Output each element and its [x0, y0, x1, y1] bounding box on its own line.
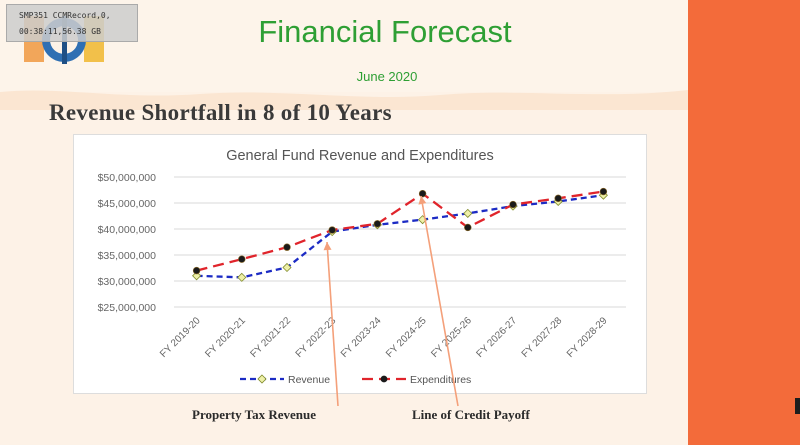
x-tick-label: FY 2028-29: [565, 315, 610, 360]
right-edge-marker: [795, 398, 800, 414]
legend-marker-expenditures: [380, 375, 388, 383]
data-point-revenue: [463, 208, 473, 218]
data-point-expenditures: [464, 223, 472, 232]
chart-gridlines: [174, 176, 626, 308]
property-tax-callout: Property Tax Revenue: [192, 407, 316, 422]
x-tick-label: FY 2021-22: [249, 315, 294, 360]
legend-label-expenditures: Expenditures: [410, 374, 471, 386]
legend-marker-revenue: [257, 374, 267, 384]
presentation-slide: Financial Forecast June 2020 Revenue Sho…: [0, 14, 688, 422]
data-point-expenditures: [373, 220, 382, 228]
right-color-panel: [688, 0, 800, 445]
series-line-revenue: [196, 194, 604, 279]
data-point-expenditures: [328, 226, 336, 234]
recorder-device-text: SMP351 CCMRecord,0,: [19, 11, 111, 20]
y-tick-label: $40,000,000: [98, 224, 157, 236]
y-tick-label: $45,000,000: [98, 198, 157, 210]
series-line-expenditures: [196, 190, 604, 272]
decorative-wave: [0, 90, 688, 110]
data-point-expenditures: [192, 266, 201, 275]
slide-heading: Revenue Shortfall in 8 of 10 Years: [49, 100, 392, 125]
chart-series: [192, 187, 608, 282]
x-tick-label: FY 2019-20: [158, 315, 203, 360]
slide-subtitle: June 2020: [356, 69, 418, 84]
data-point-expenditures: [283, 243, 291, 251]
chart-area: General Fund Revenue and Expenditures $5…: [73, 134, 647, 394]
data-point-revenue: [418, 215, 428, 225]
y-tick-label: $50,000,000: [98, 172, 157, 184]
data-point-revenue: [192, 271, 202, 281]
x-tick-label: FY 2025-26: [429, 315, 474, 360]
slide-title: Financial Forecast: [258, 14, 512, 49]
data-point-expenditures: [554, 194, 562, 203]
x-tick-label: FY 2027-28: [520, 315, 565, 360]
legend-label-revenue: Revenue: [288, 374, 330, 386]
x-axis-ticks: FY 2019-20 FY 2020-21 FY 2021-22 FY 2022-23…: [158, 315, 610, 360]
line-of-credit-callout: Line of Credit Payoff: [412, 407, 530, 422]
recording-overlay: SMP351 CCMRecord,0, 00:38:11,56.38 GB: [6, 4, 138, 42]
line-chart: General Fund Revenue and Expenditures $5…: [98, 148, 626, 386]
data-point-expenditures: [238, 255, 246, 263]
x-tick-label: FY 2023-24: [339, 315, 384, 360]
recorder-status-text: 00:38:11,56.38 GB: [19, 27, 101, 36]
x-tick-label: FY 2022-23: [294, 315, 339, 360]
data-point-revenue: [237, 272, 247, 282]
y-tick-label: $35,000,000: [98, 250, 157, 262]
data-point-revenue: [282, 262, 292, 273]
y-tick-label: $30,000,000: [98, 276, 157, 288]
data-point-expenditures: [599, 187, 608, 196]
data-point-expenditures: [418, 189, 427, 198]
x-tick-label: FY 2024-25: [384, 315, 429, 360]
y-tick-label: $25,000,000: [98, 302, 157, 314]
x-tick-label: FY 2026-27: [475, 315, 520, 360]
x-tick-label: FY 2020-21: [203, 315, 248, 360]
data-point-expenditures: [509, 200, 517, 209]
y-axis-ticks: $50,000,000 $45,000,000 $40,000,000 $35,000…: [98, 172, 157, 314]
chart-title: General Fund Revenue and Expenditures: [226, 148, 494, 164]
chart-legend: Revenue Expenditures: [240, 374, 471, 386]
